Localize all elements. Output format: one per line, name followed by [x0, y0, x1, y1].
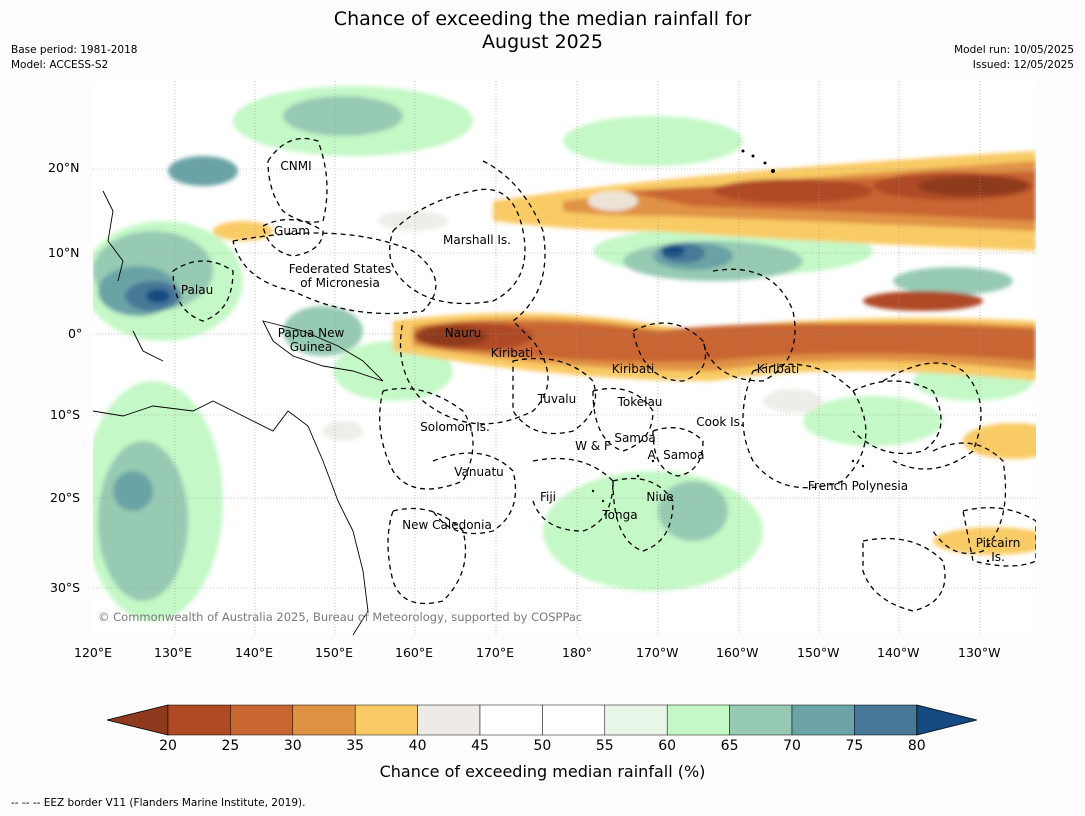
lon-tick-150e: 150°E [315, 645, 354, 660]
colorbar-segment [292, 704, 356, 736]
model-run-text: Model run: 10/05/2025 [954, 44, 1074, 56]
lon-tick-180: 180° [562, 645, 593, 660]
place-label-tuvalu: Tuvalu [537, 392, 577, 406]
lat-tick-20n: 20°N [48, 160, 80, 175]
eez-borders [172, 137, 1036, 612]
lon-tick-170e: 170°E [476, 645, 515, 660]
lon-tick-130e: 130°E [154, 645, 193, 660]
place-label-fiji: Fiji [539, 490, 557, 504]
map-title-line-2: August 2025 [482, 31, 603, 53]
place-label-nauru: Nauru [444, 326, 482, 340]
colorbar-arrow-high [916, 704, 977, 736]
place-label-american-samoa: A. Samoa [647, 448, 705, 462]
colorbar-segment [791, 704, 855, 736]
lon-tick-150w: 150°W [797, 645, 840, 660]
colorbar-tick-label: 30 [283, 738, 302, 754]
colorbar-segment [354, 704, 418, 736]
map-title-line-1: Chance of exceeding the median rainfall … [333, 8, 752, 30]
lon-tick-140e: 140°E [235, 645, 274, 660]
colorbar-arrow-low [106, 704, 169, 736]
place-label-vanuatu: Vanuatu [454, 465, 504, 479]
place-label-fsm: Federated States of Micronesia [288, 262, 392, 290]
place-label-kiribati-west: Kiribati [490, 346, 534, 360]
lat-tick-10s: 10°S [50, 407, 81, 422]
colorbar [106, 704, 977, 736]
place-label-french-polynesia: French Polynesia [807, 479, 909, 493]
place-label-tokelau: Tokelau [617, 395, 663, 409]
lat-tick-10n: 10°N [48, 245, 80, 260]
lon-tick-140w: 140°W [877, 645, 920, 660]
eez-footnote: -- -- -- EEZ border V11 (Flanders Marine… [11, 797, 306, 809]
colorbar-tick-label: 40 [408, 738, 427, 754]
colorbar-tick-label: 25 [221, 738, 240, 754]
colorbar-segment [666, 704, 730, 736]
place-label-solomon-is: Solomon Is. [420, 420, 490, 434]
map-gridlines [93, 81, 1036, 635]
colorbar-tick-label: 70 [783, 738, 801, 754]
place-label-new-caledonia: New Caledonia [402, 518, 492, 532]
colorbar-tick-label: 50 [533, 738, 552, 754]
place-label-cook-is: Cook Is. [696, 415, 744, 429]
place-label-kiribati-east: Kiribati [756, 362, 800, 376]
place-label-palau: Palau [180, 283, 214, 297]
colorbar-segment [604, 704, 668, 736]
coastlines [93, 190, 384, 635]
colorbar-label: Chance of exceeding median rainfall (%) [379, 762, 706, 781]
lon-tick-160e: 160°E [395, 645, 434, 660]
rainfall-map-svg [93, 81, 1036, 635]
copyright-notice: © Commonwealth of Australia 2025, Bureau… [98, 610, 583, 624]
place-label-pitcairn-is: Pitcairn Is. [975, 536, 1021, 564]
island-dots [591, 149, 990, 563]
colorbar-tick-label: 60 [658, 738, 677, 754]
rainfall-field [93, 86, 1036, 621]
colorbar-segment [729, 704, 793, 736]
rainfall-map [93, 81, 1036, 635]
place-label-cnmi: CNMI [280, 159, 312, 173]
lat-tick-20s: 20°S [50, 490, 81, 505]
place-label-wallis-futuna: W & F [575, 439, 611, 453]
lon-tick-130w: 130°W [958, 645, 1001, 660]
place-label-png: Papua New Guinea [277, 326, 345, 354]
colorbar-tick-label: 55 [595, 738, 614, 754]
colorbar-tick-label: 65 [720, 738, 739, 754]
colorbar-segment [230, 704, 294, 736]
colorbar-segment [854, 704, 918, 736]
lon-tick-170w: 170°W [636, 645, 679, 660]
lon-tick-120e: 120°E [74, 645, 113, 660]
meta-right: Model run: 10/05/2025 Issued: 12/05/2025 [954, 43, 1074, 73]
colorbar-segment [417, 704, 481, 736]
place-label-niue: Niue [646, 490, 674, 504]
place-label-guam: Guam [274, 224, 310, 238]
colorbar-tick-label: 35 [346, 738, 365, 754]
colorbar-tick-label: 75 [845, 738, 864, 754]
place-label-samoa: Samoa [614, 431, 656, 445]
colorbar-segment [479, 704, 543, 736]
base-period-text: Base period: 1981-2018 [11, 44, 138, 56]
lat-tick-30s: 30°S [50, 580, 81, 595]
colorbar-segment [167, 704, 231, 736]
place-label-kiribati-central: Kiribati [611, 362, 655, 376]
lat-tick-0: 0° [68, 326, 83, 341]
lon-tick-160w: 160°W [716, 645, 759, 660]
meta-left: Base period: 1981-2018 Model: ACCESS-S2 [11, 43, 137, 73]
model-text: Model: ACCESS-S2 [11, 59, 109, 71]
colorbar-segments [106, 704, 977, 736]
colorbar-tick-label: 20 [159, 738, 177, 754]
colorbar-segment [542, 704, 606, 736]
issued-text: Issued: 12/05/2025 [972, 59, 1074, 71]
colorbar-tick-label: 80 [907, 738, 926, 754]
colorbar-tick-label: 45 [471, 738, 489, 754]
place-label-tonga: Tonga [602, 508, 638, 522]
place-label-marshall-is: Marshall Is. [443, 233, 511, 247]
map-title: Chance of exceeding the median rainfall … [0, 8, 1085, 54]
